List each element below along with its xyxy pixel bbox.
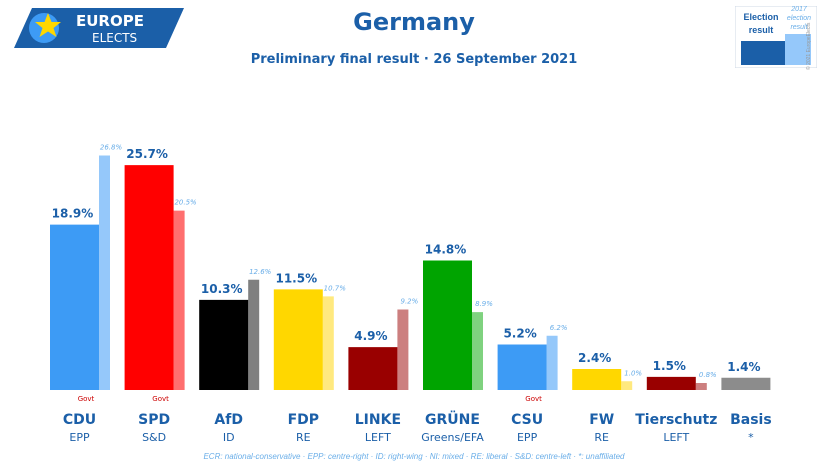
bar-2017-linke bbox=[397, 309, 409, 390]
bar-2021-gr-ne bbox=[423, 260, 472, 390]
label-2021-linke: 4.9% bbox=[354, 329, 387, 343]
label-2017-spd: 20.5% bbox=[174, 199, 197, 207]
category-label-afd: AfD bbox=[214, 412, 243, 428]
label-2021-afd: 10.3% bbox=[201, 282, 243, 296]
category-label-fdp: FDP bbox=[288, 412, 319, 428]
bar-2021-csu bbox=[497, 344, 547, 390]
group-label-basis: * bbox=[748, 431, 754, 444]
bar-2017-fw bbox=[621, 381, 633, 390]
logo-line2: ELECTS bbox=[92, 31, 137, 45]
legend bbox=[735, 6, 817, 68]
legend-previous-label: 2017 election result bbox=[786, 6, 812, 31]
group-label-cdu: EPP bbox=[69, 431, 90, 444]
bar-2017-afd bbox=[248, 279, 260, 390]
europe-elects-logo: EUROPE ELECTS bbox=[14, 8, 184, 48]
bar-2021-basis bbox=[721, 377, 771, 390]
label-2021-cdu: 18.9% bbox=[52, 207, 94, 221]
bar-2017-spd bbox=[173, 210, 185, 390]
category-label-csu: CSU bbox=[511, 412, 543, 428]
bar-2017-csu bbox=[546, 335, 558, 390]
group-label-afd: ID bbox=[223, 431, 235, 444]
label-2017-afd: 12.6% bbox=[249, 268, 272, 276]
group-label-fw: RE bbox=[594, 431, 609, 444]
group-label-spd: S&D bbox=[142, 431, 166, 444]
logo-banner bbox=[14, 8, 184, 48]
label-2017-fdp: 10.7% bbox=[324, 284, 347, 292]
legend-current-swatch bbox=[741, 41, 785, 65]
chart-title: Germany bbox=[353, 8, 475, 36]
bar-2017-gr-ne bbox=[472, 312, 483, 390]
label-2017-cdu: 26.8% bbox=[100, 144, 123, 152]
bar-2017-cdu bbox=[99, 155, 110, 390]
label-2017-linke: 9.2% bbox=[401, 298, 419, 306]
bar-2017-tierschutz bbox=[695, 383, 707, 390]
category-label-linke: LINKE bbox=[355, 412, 401, 428]
label-2021-fw: 2.4% bbox=[578, 351, 611, 365]
label-2021-csu: 5.2% bbox=[503, 327, 536, 341]
category-label-spd: SPD bbox=[138, 412, 170, 428]
category-label-tierschutz: Tierschutz bbox=[635, 412, 717, 428]
group-label-fdp: RE bbox=[296, 431, 311, 444]
govt-annotation-cdu: Govt bbox=[78, 395, 95, 403]
label-2021-fdp: 11.5% bbox=[275, 271, 317, 285]
footnote: ECR: national-conservative · EPP: centre… bbox=[203, 452, 625, 461]
bar-2021-tierschutz bbox=[646, 376, 696, 390]
category-label-basis: Basis bbox=[730, 412, 772, 428]
bar-2021-linke bbox=[348, 347, 398, 390]
legend-previous-swatch bbox=[785, 34, 811, 65]
category-label-fw: FW bbox=[589, 412, 614, 428]
chart-subtitle: Preliminary final result · 26 September … bbox=[250, 52, 578, 67]
govt-annotation-spd: Govt bbox=[152, 395, 169, 403]
group-label-tierschutz: LEFT bbox=[663, 431, 689, 444]
bar-2017-fdp bbox=[322, 296, 334, 390]
label-2021-spd: 25.7% bbox=[126, 147, 168, 161]
label-2017-gr-ne: 8.9% bbox=[475, 300, 493, 308]
label-2017-tierschutz: 0.8% bbox=[699, 371, 717, 379]
group-label-csu: EPP bbox=[517, 431, 538, 444]
bar-2021-spd bbox=[124, 165, 174, 390]
category-label-gr-ne: GRÜNE bbox=[425, 410, 480, 428]
label-2017-fw: 1.0% bbox=[624, 369, 642, 377]
label-2017-csu: 6.2% bbox=[550, 324, 568, 332]
label-2021-basis: 1.4% bbox=[727, 360, 760, 374]
label-2021-tierschutz: 1.5% bbox=[653, 359, 686, 373]
label-2021-gr-ne: 14.8% bbox=[425, 243, 467, 257]
bar-2021-fdp bbox=[273, 289, 323, 390]
bar-2021-afd bbox=[199, 299, 249, 390]
bar-2021-fw bbox=[572, 369, 622, 390]
star-icon bbox=[35, 13, 61, 37]
bar-2021-cdu bbox=[50, 224, 99, 390]
logo-line1: EUROPE bbox=[76, 12, 144, 30]
legend-current-label: Election result bbox=[743, 12, 779, 35]
group-label-gr-ne: Greens/EFA bbox=[421, 431, 484, 444]
group-label-linke: LEFT bbox=[365, 431, 391, 444]
govt-annotation-csu: Govt bbox=[525, 395, 542, 403]
category-label-cdu: CDU bbox=[63, 412, 96, 428]
